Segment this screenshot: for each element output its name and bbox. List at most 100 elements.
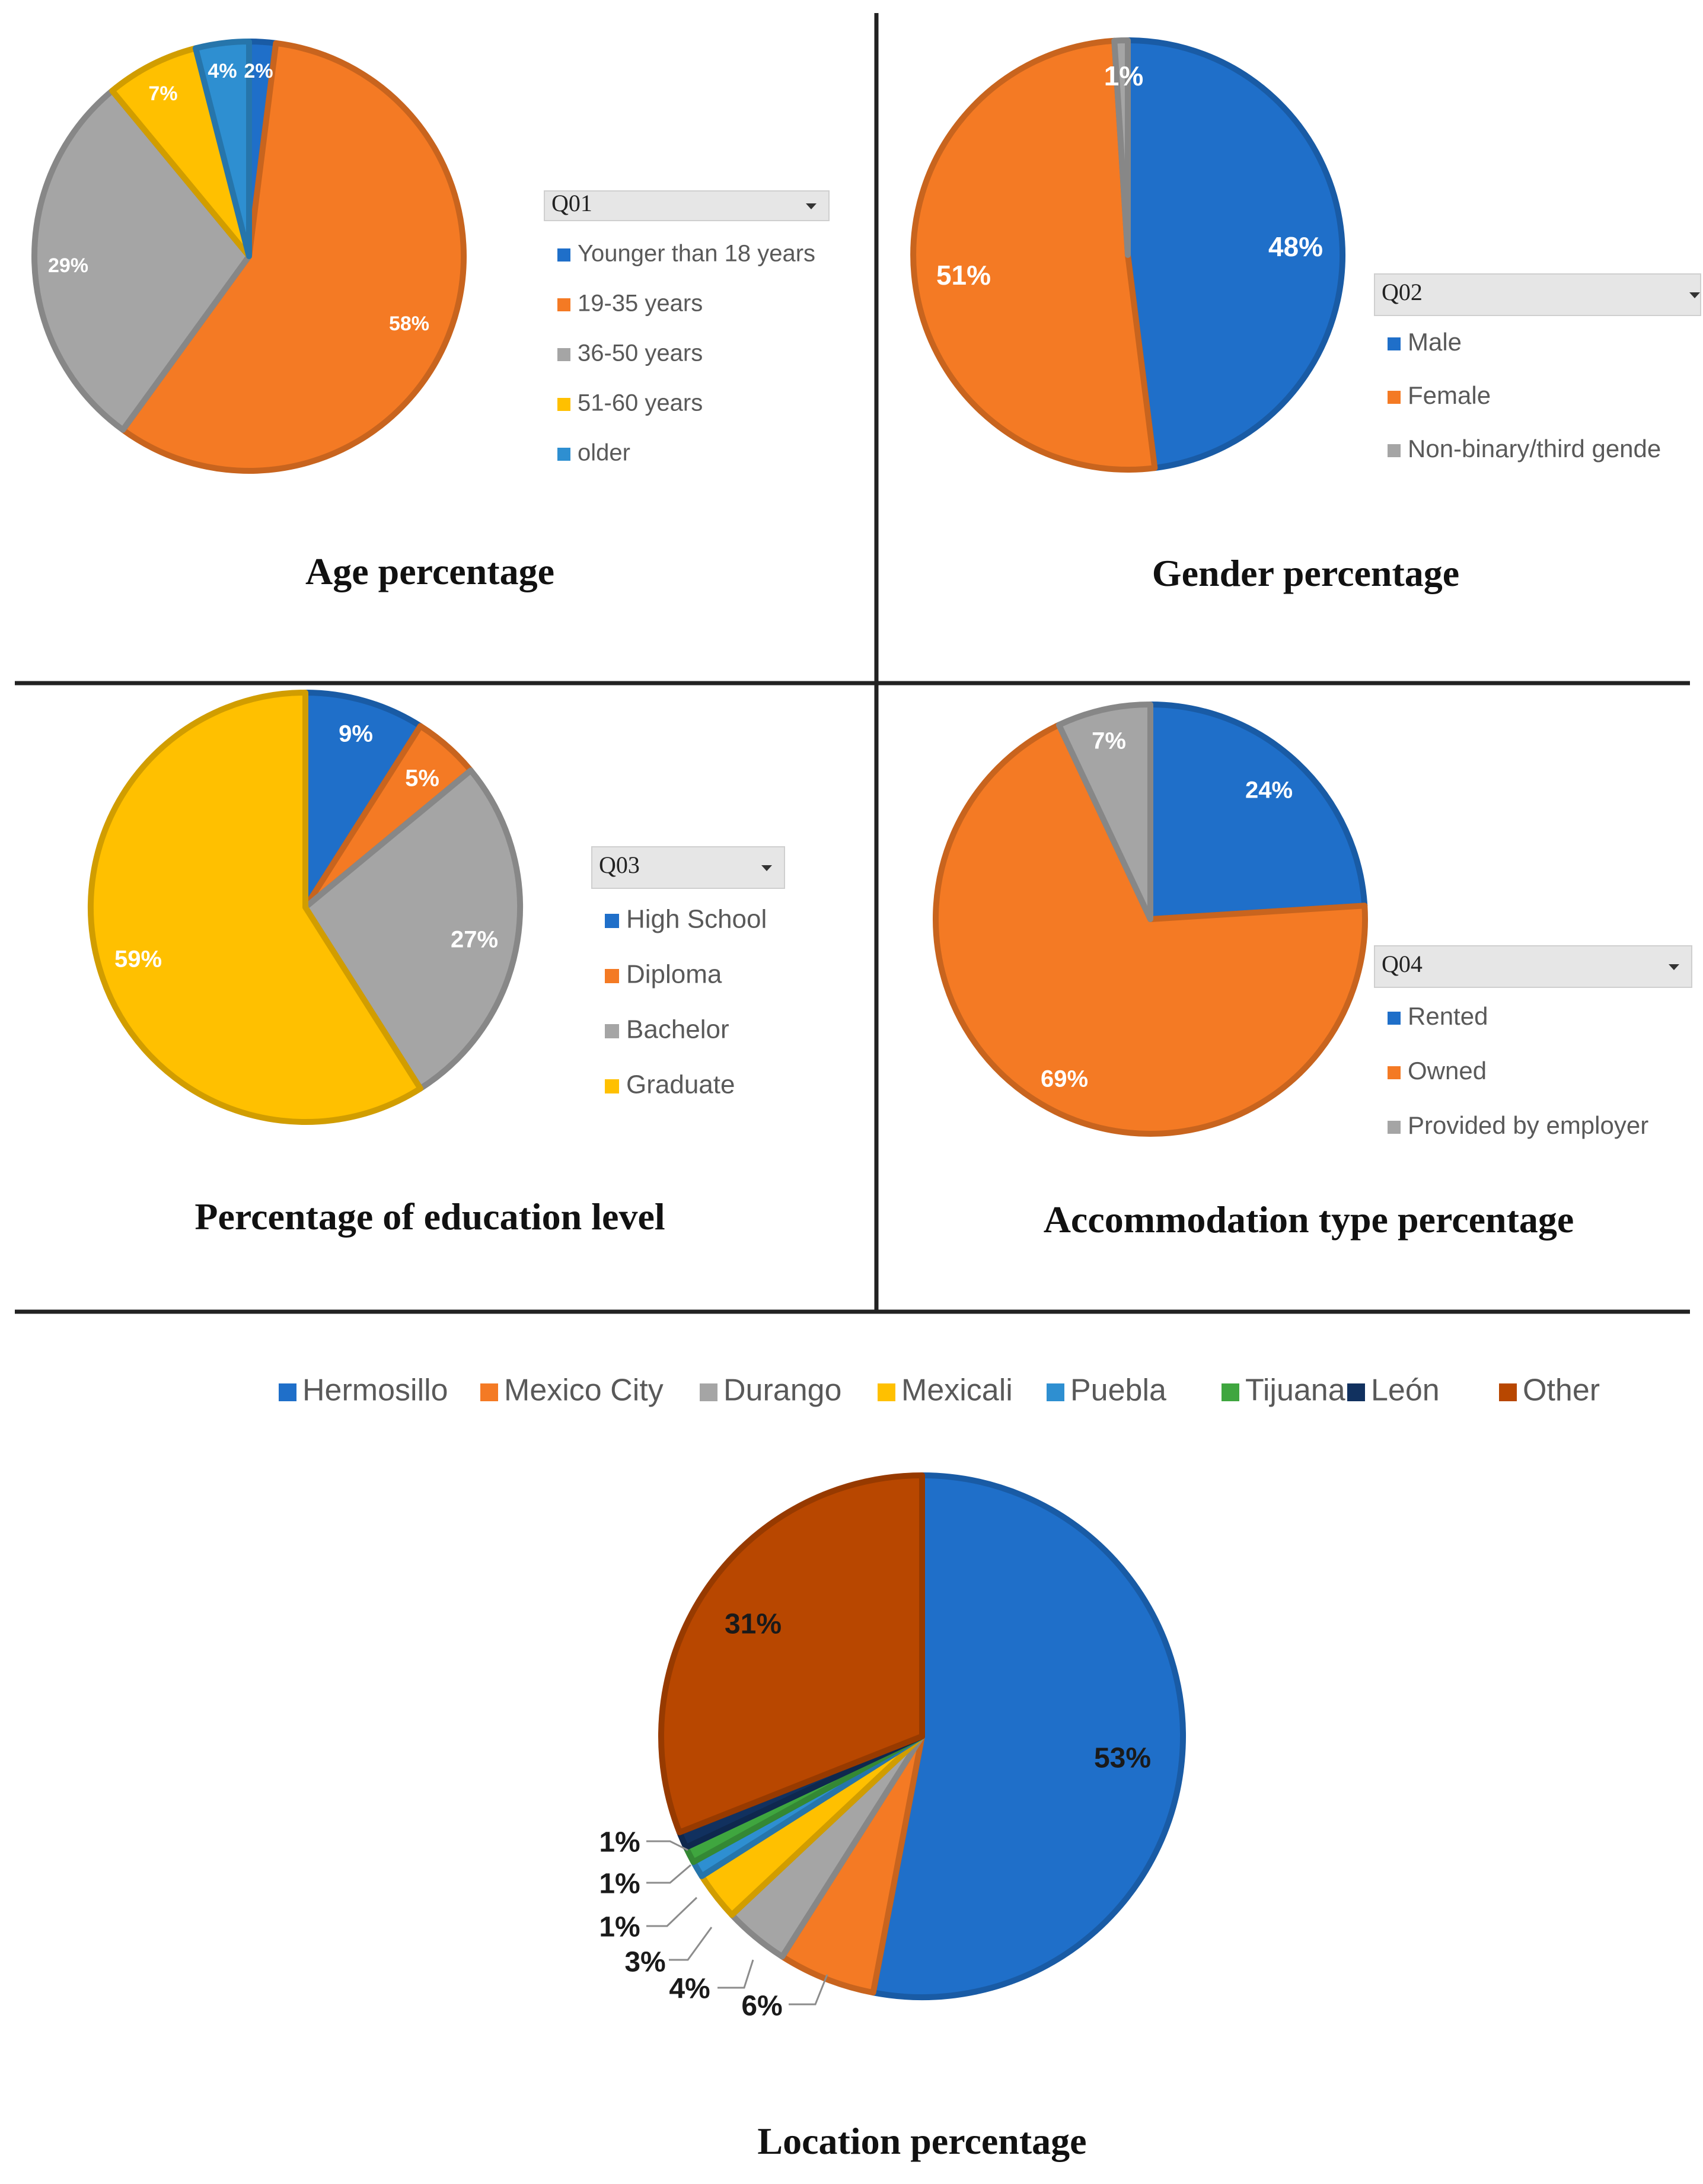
data-label: 51% xyxy=(936,260,991,291)
legend-swatch xyxy=(1388,337,1401,350)
pie-slice xyxy=(302,690,423,910)
dropdown-arrow-icon[interactable] xyxy=(761,865,772,871)
legend-item-label: Hermosillo xyxy=(302,1373,448,1408)
legend-swatch xyxy=(605,1079,619,1093)
pie-slice xyxy=(933,722,1368,1137)
legend-swatch xyxy=(1388,391,1401,404)
legend-swatch xyxy=(557,398,570,411)
leader-line xyxy=(669,1927,713,1961)
data-label: 58% xyxy=(389,313,429,335)
data-label: 29% xyxy=(48,254,88,277)
legend-swatch xyxy=(878,1383,895,1401)
data-label: 4% xyxy=(208,60,237,82)
education-pie-chart: 9% 5% 27% 59% Q03 High School Diploma Bachelor G… xyxy=(88,690,785,1125)
legend-item-label: Younger than 18 years xyxy=(578,241,815,267)
legend-item-label: Provided by employer xyxy=(1408,1111,1648,1139)
pie-slice xyxy=(1147,702,1368,922)
legend-item-label: León xyxy=(1371,1373,1440,1408)
pie-slice xyxy=(1125,37,1346,471)
data-label: 69% xyxy=(1041,1066,1088,1092)
pie-slice xyxy=(870,1472,1186,2000)
data-label: 3% xyxy=(624,1947,665,1978)
legend-item-label: Durango xyxy=(723,1373,841,1408)
education-chart-title: Percentage of education level xyxy=(194,1195,665,1238)
legend-filter-header[interactable] xyxy=(591,846,785,889)
legend-swatch xyxy=(1347,1383,1365,1401)
legend-item-label: High School xyxy=(626,905,767,934)
gender-chart-title: Gender percentage xyxy=(1152,552,1459,594)
data-label: 27% xyxy=(451,927,498,953)
data-label: 53% xyxy=(1094,1743,1151,1774)
data-label: 1% xyxy=(599,1827,640,1858)
legend-swatch xyxy=(1388,1012,1401,1025)
legend-item-label: Diploma xyxy=(626,960,722,989)
legend-item-label: Owned xyxy=(1408,1057,1487,1085)
data-label: 1% xyxy=(599,1912,640,1943)
legend-filter-header[interactable] xyxy=(1374,273,1701,316)
legend-swatch xyxy=(1388,444,1401,457)
legend-item-label: Male xyxy=(1408,328,1462,356)
data-label: 6% xyxy=(741,1991,782,2022)
data-label: 4% xyxy=(669,1973,710,2005)
age-chart-title: Age percentage xyxy=(305,550,554,592)
age-pie-chart: 2% 58% 29% 7% 4% Q01 Younger than 18 years 19-3… xyxy=(31,38,830,474)
data-label: 24% xyxy=(1245,777,1293,804)
legend-item-label: Female xyxy=(1408,381,1491,409)
accommodation-pie-chart: 24% 69% 7% Q04 Rented Owned Provided by employ… xyxy=(933,702,1692,1139)
data-label: 9% xyxy=(339,721,373,747)
data-label: 7% xyxy=(1092,728,1126,754)
leader-line xyxy=(646,1840,688,1851)
data-label: 2% xyxy=(244,60,273,82)
leader-line xyxy=(646,1896,698,1927)
legend-item-label: Graduate xyxy=(626,1070,735,1099)
pie-slice xyxy=(192,39,252,259)
data-label: 59% xyxy=(114,946,162,973)
gender-pie-chart: 48% 51% 1% Q02 Male Female Non-binary/third ge… xyxy=(910,37,1701,473)
legend-swatch xyxy=(480,1383,498,1401)
data-label: 5% xyxy=(405,766,439,792)
legend-filter-label: Q04 xyxy=(1382,951,1423,977)
legend-item-label: Mexico City xyxy=(504,1373,664,1408)
legend-item-label: Other xyxy=(1523,1373,1600,1408)
location-pie-chart: 53% 6% 4%3% 1% 1% 1% 31% Hermosillo Mexico City D… xyxy=(279,1373,1600,2022)
legend-swatch xyxy=(605,914,619,928)
pie-slice xyxy=(658,1472,925,1835)
legend-swatch xyxy=(557,348,570,361)
leader-line xyxy=(646,1864,691,1884)
legend-item-label: Bachelor xyxy=(626,1015,729,1044)
pie-slice xyxy=(302,767,524,1092)
legend-filter-label: Q03 xyxy=(599,852,640,878)
legend-filter-header[interactable] xyxy=(1374,945,1692,988)
legend-swatch xyxy=(1499,1383,1517,1401)
legend-item-label: Mexicali xyxy=(901,1373,1013,1408)
data-label: 1% xyxy=(1104,60,1143,91)
leader-line xyxy=(717,1959,754,1989)
dropdown-arrow-icon[interactable] xyxy=(1669,964,1679,970)
data-label: 48% xyxy=(1268,231,1323,262)
legend-swatch xyxy=(1222,1383,1239,1401)
legend-item-label: Rented xyxy=(1408,1002,1488,1030)
pie-slice xyxy=(120,40,467,474)
legend-swatch xyxy=(279,1383,296,1401)
legend-item-label: Tijuana xyxy=(1245,1373,1345,1408)
pie-slice xyxy=(109,45,252,259)
pie-slice xyxy=(1111,37,1131,258)
legend-swatch xyxy=(700,1383,717,1401)
legend-swatch xyxy=(1388,1066,1401,1079)
pie-slice xyxy=(88,690,423,1125)
dropdown-arrow-icon[interactable] xyxy=(1689,292,1700,298)
legend-swatch xyxy=(557,248,570,262)
legend-filter-label: Q02 xyxy=(1382,279,1423,305)
legend-swatch xyxy=(605,969,619,983)
data-label: 7% xyxy=(148,82,177,105)
legend-item-label: 51-60 years xyxy=(578,390,703,416)
legend-swatch xyxy=(557,298,570,311)
dropdown-arrow-icon[interactable] xyxy=(806,203,817,209)
legend-item-label: 36-50 years xyxy=(578,340,703,366)
legend-filter-header[interactable] xyxy=(544,190,830,221)
pie-slice xyxy=(910,37,1158,473)
legend-swatch xyxy=(605,1024,619,1038)
legend-filter-label: Q01 xyxy=(551,190,592,216)
pie-slice xyxy=(31,88,252,433)
